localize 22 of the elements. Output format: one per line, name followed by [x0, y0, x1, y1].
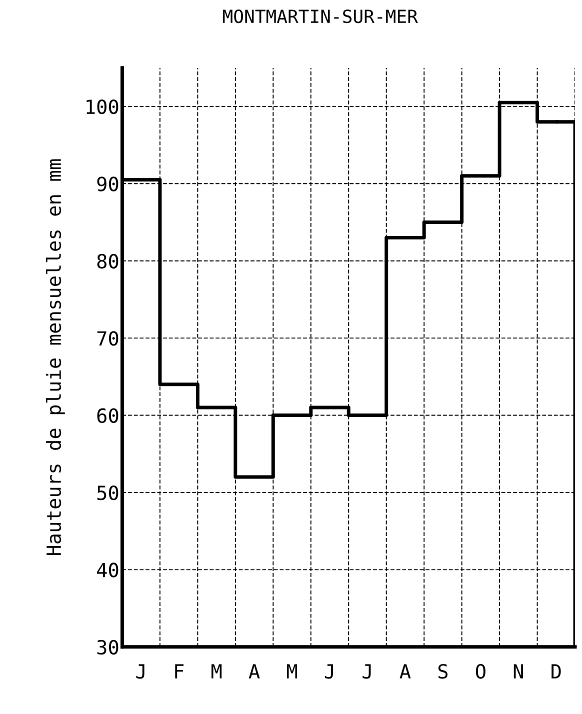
x-tick-label: J [362, 664, 371, 679]
x-tick-label: F [175, 664, 184, 678]
x-tick-label: A [400, 664, 411, 678]
y-axis-title: Hauteurs de pluie mensuelles en mm [46, 159, 65, 556]
y-tick-label: 80 [97, 254, 118, 269]
x-tick-label: S [438, 664, 448, 679]
x-tick-label: N [514, 664, 523, 678]
y-tick-label: 90 [97, 176, 118, 192]
x-tick-label: A [248, 664, 260, 678]
chart-title: MONTMARTIN-SUR-MER [223, 9, 418, 24]
y-tick-label: 30 [97, 640, 118, 655]
y-tick-label: 70 [97, 331, 118, 346]
x-tick-label: M [286, 664, 298, 678]
x-tick-label: J [136, 664, 144, 679]
y-tick-label: 100 [86, 99, 118, 114]
y-tick-label: 40 [97, 562, 118, 578]
x-tick-label: J [324, 664, 333, 679]
x-tick-label: M [212, 664, 222, 678]
x-tick-label: D [552, 664, 561, 678]
y-tick-label: 60 [97, 408, 118, 423]
y-tick-label: 50 [97, 485, 118, 500]
x-tick-label: O [476, 664, 486, 679]
